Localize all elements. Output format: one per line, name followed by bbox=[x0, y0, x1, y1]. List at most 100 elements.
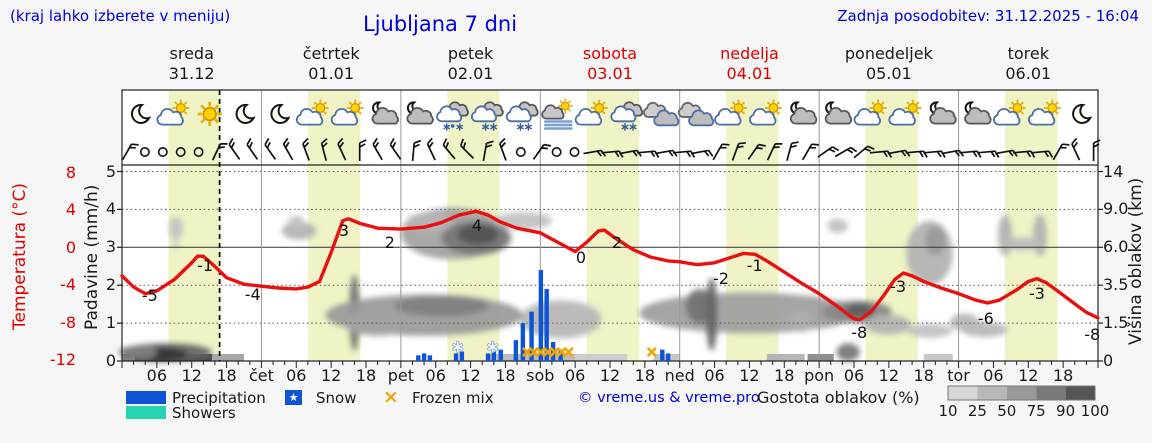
colorbar-tick-label: 10 bbox=[938, 402, 958, 420]
wind-barb-icon bbox=[411, 139, 422, 162]
moon-icon bbox=[130, 103, 151, 124]
ground-cloud-strip bbox=[766, 354, 805, 361]
asterisk bbox=[621, 123, 629, 131]
wind-calm-icon bbox=[139, 147, 150, 158]
precipitation-bar bbox=[520, 323, 526, 361]
precip-axis-title: Padavine (mm/h) bbox=[82, 184, 102, 330]
asterisk bbox=[456, 123, 464, 131]
colorbar-title: Gostota oblakov (%) bbox=[757, 388, 920, 407]
day-date: 01.01 bbox=[308, 64, 355, 83]
precipitation-bar bbox=[660, 349, 665, 361]
moon-cloud-icon bbox=[929, 101, 957, 125]
snow-cloud-icon bbox=[470, 101, 504, 131]
x-tick-label: pet bbox=[387, 366, 414, 385]
location-hint: (kraj lahko izberete v meniju) bbox=[10, 7, 231, 25]
wind-barb-icon bbox=[358, 139, 367, 161]
wind-barb-icon bbox=[459, 138, 475, 159]
x-tick-label: 12 bbox=[460, 366, 481, 385]
wind-barb-icon bbox=[834, 146, 858, 158]
wind-barb-icon bbox=[747, 143, 766, 160]
wind-calm-icon bbox=[193, 147, 204, 158]
precipitation-bar bbox=[538, 270, 544, 361]
sun-cloud-icon bbox=[1027, 99, 1061, 126]
x-tick-label: sob bbox=[526, 366, 555, 385]
colorbar-segment bbox=[977, 386, 1007, 400]
colorbar-segment bbox=[948, 386, 978, 400]
moon-cloud-icon bbox=[406, 101, 434, 125]
wind-barb-icon bbox=[282, 137, 294, 161]
precip-tick-label: 4 bbox=[105, 199, 116, 219]
colorbar-frame bbox=[947, 385, 1096, 401]
sleet-cloud-icon bbox=[436, 101, 469, 131]
cloud-height-tick-label: 14 bbox=[1103, 161, 1124, 181]
asterisk bbox=[629, 123, 637, 131]
x-tick-label: pon bbox=[804, 366, 835, 385]
x-tick-label: 12 bbox=[181, 366, 202, 385]
wind-barb-icon bbox=[372, 137, 383, 161]
frozen-mix-mark bbox=[536, 347, 546, 357]
snow-mark bbox=[453, 341, 463, 353]
frozen-mix-mark bbox=[647, 347, 657, 357]
day-name: sobota bbox=[582, 44, 638, 63]
x-tick-label: tor bbox=[947, 366, 970, 385]
moon-cloud-icon bbox=[964, 101, 992, 125]
temperature-value-label: -6 bbox=[977, 308, 994, 328]
temperature-value-label: -8 bbox=[1084, 324, 1101, 344]
precipitation-bar bbox=[558, 349, 563, 361]
wind-calm-icon bbox=[175, 147, 186, 158]
sun-cloud-icon bbox=[749, 99, 782, 126]
last-update-text: Zadnja posodobitev: 31.12.2025 - 16:04 bbox=[837, 7, 1139, 25]
temp-tick-label: 0 bbox=[65, 237, 76, 257]
temperature-value-label: -3 bbox=[1029, 283, 1045, 303]
day-name: ponedeljek bbox=[844, 44, 933, 63]
wind-barb-icon bbox=[1071, 137, 1081, 161]
wind-barb-icon bbox=[532, 143, 552, 160]
temp-tick-label: -12 bbox=[49, 350, 76, 369]
wind-barb-icon bbox=[1052, 143, 1070, 161]
moon-cloud-icon bbox=[824, 101, 853, 125]
precipitation-bar bbox=[421, 353, 427, 361]
temperature-value-label: 2 bbox=[611, 233, 623, 253]
cloud-height-tick-label: 9.0 bbox=[1103, 199, 1129, 219]
wind-barb-icon bbox=[426, 137, 436, 161]
snow-mark bbox=[487, 341, 498, 353]
daylight-band bbox=[1005, 90, 1058, 361]
ground-cloud-strip bbox=[923, 354, 953, 361]
day-date: 03.01 bbox=[587, 64, 633, 83]
wind-barb-icon bbox=[246, 138, 259, 160]
temperature-value-label: 0 bbox=[575, 248, 587, 268]
x-tick-label: 06 bbox=[146, 366, 168, 385]
asterisk bbox=[482, 123, 490, 131]
wind-barb-icon bbox=[264, 138, 277, 160]
wind-barb-icon bbox=[672, 150, 696, 158]
colorbar-tick-label: 75 bbox=[1026, 402, 1046, 420]
fog-sun-icon bbox=[541, 98, 573, 130]
sun-cloud-icon bbox=[853, 99, 887, 126]
x-tick-label: 18 bbox=[913, 366, 934, 385]
x-tick-label: 06 bbox=[564, 366, 586, 385]
frozen-mix-swatch: × bbox=[383, 386, 399, 408]
precipitation-swatch bbox=[126, 391, 166, 404]
x-tick-label: 12 bbox=[599, 366, 621, 385]
asterisk bbox=[490, 123, 498, 131]
x-tick-label: 18 bbox=[216, 366, 237, 385]
x-tick-label: 12 bbox=[1018, 366, 1039, 385]
x-tick-label: čet bbox=[248, 366, 274, 385]
temp-tick-label: 8 bbox=[65, 163, 76, 182]
frozen-mix-label: Frozen mix bbox=[412, 389, 494, 407]
colorbar-tick-label: 25 bbox=[967, 402, 987, 420]
frozen-mix-mark bbox=[557, 347, 567, 357]
wind-barb-icon bbox=[977, 150, 1000, 158]
wind-calm-icon bbox=[515, 147, 526, 158]
wind-barb-icon bbox=[1092, 139, 1101, 161]
frozen-mix-mark bbox=[550, 347, 560, 357]
temperature-value-label: -5 bbox=[141, 286, 158, 306]
moon-icon bbox=[235, 103, 256, 124]
precip-tick-label: 5 bbox=[105, 161, 116, 181]
credit-text: © vreme.us & vreme.pro bbox=[578, 390, 760, 406]
wind-barb-icon bbox=[923, 150, 946, 158]
precipitation-label: Precipitation bbox=[172, 389, 266, 407]
clouds-icon bbox=[677, 101, 715, 127]
temperature-curve bbox=[120, 209, 1100, 322]
